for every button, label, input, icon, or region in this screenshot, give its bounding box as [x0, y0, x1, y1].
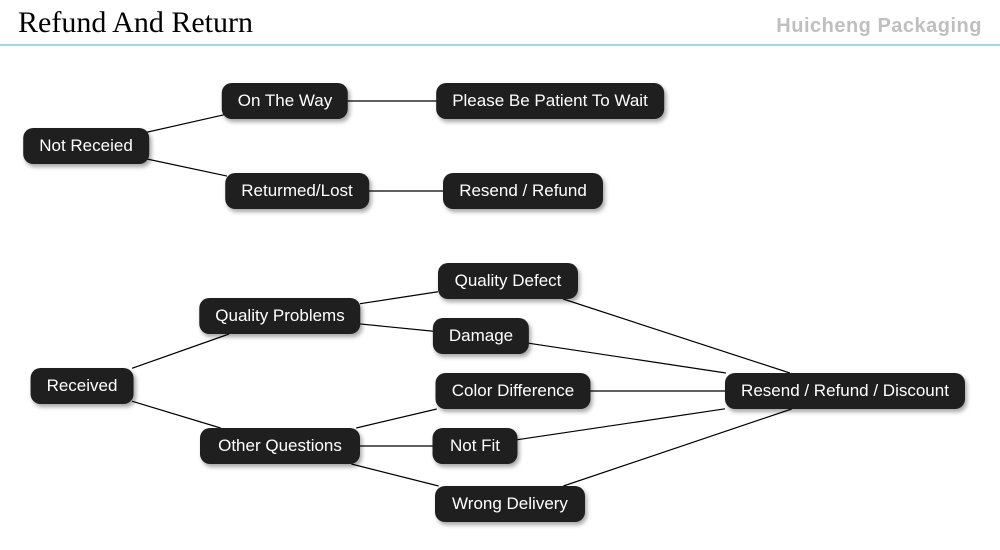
node-quality-defect: Quality Defect	[438, 263, 578, 299]
node-wrong-delivery: Wrong Delivery	[435, 486, 585, 522]
edge-quality-defect-to-resolution	[563, 299, 790, 373]
edge-received-to-other-questions	[132, 401, 221, 428]
node-returned-lost: Returmed/Lost	[225, 173, 369, 209]
edge-not-received-to-returned-lost	[144, 158, 227, 176]
node-resend-refund: Resend / Refund	[443, 173, 603, 209]
node-damage: Damage	[433, 318, 529, 354]
edge-damage-to-resolution	[529, 343, 726, 373]
edge-wrong-delivery-to-resolution	[563, 409, 791, 486]
node-not-received: Not Receied	[23, 128, 149, 164]
edge-not-fit-to-resolution	[518, 409, 726, 440]
page-title: Refund And Return	[18, 6, 253, 40]
node-other-questions: Other Questions	[200, 428, 360, 464]
brand-name: Huicheng Packaging	[776, 15, 982, 38]
node-please-wait: Please Be Patient To Wait	[436, 83, 664, 119]
edge-other-questions-to-color-difference	[356, 409, 436, 428]
edge-not-received-to-on-the-way	[144, 115, 225, 133]
node-received: Received	[31, 368, 134, 404]
node-resolution: Resend / Refund / Discount	[725, 373, 965, 409]
edge-quality-problems-to-quality-defect	[360, 292, 438, 304]
edge-received-to-quality-problems	[132, 334, 229, 368]
node-on-the-way: On The Way	[222, 83, 348, 119]
node-quality-problems: Quality Problems	[199, 298, 360, 334]
diagram-canvas: Not Receied On The Way Please Be Patient T…	[0, 46, 1000, 546]
header: Refund And Return Huicheng Packaging	[0, 0, 1000, 44]
edge-other-questions-to-wrong-delivery	[351, 464, 438, 486]
node-not-fit: Not Fit	[433, 428, 518, 464]
node-color-difference: Color Difference	[436, 373, 591, 409]
edge-quality-problems-to-damage	[360, 324, 434, 331]
